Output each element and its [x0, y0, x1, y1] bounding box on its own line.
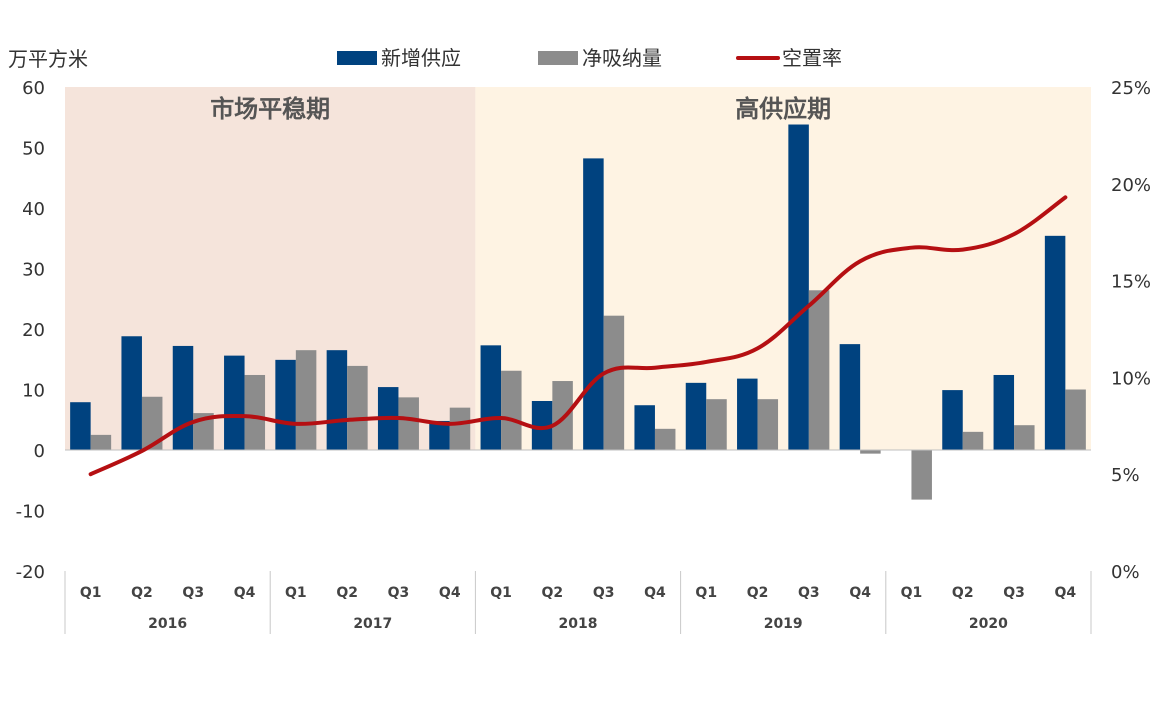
supply-bar	[788, 124, 809, 450]
left-tick-label: 40	[22, 199, 45, 220]
absorption-bar	[911, 450, 932, 500]
absorption-bar	[962, 431, 984, 450]
quarter-label: Q4	[234, 585, 256, 601]
year-label: 2016	[148, 616, 187, 632]
absorption-bar	[552, 381, 573, 450]
absorption-bar	[1014, 425, 1035, 450]
quarter-label: Q3	[388, 585, 410, 601]
region-backgrounds	[65, 87, 1091, 450]
supply-bar	[429, 420, 450, 450]
year-label: 2020	[969, 616, 1008, 632]
quarter-label: Q2	[336, 585, 358, 601]
quarter-label: Q4	[1055, 585, 1077, 601]
region-labels: 市场平稳期 高供应期	[210, 95, 831, 123]
quarter-label: Q2	[747, 585, 769, 601]
region-label-1: 高供应期	[735, 95, 831, 123]
quarter-label: Q3	[1003, 585, 1025, 601]
quarter-label: Q1	[695, 585, 717, 601]
absorption-bar	[860, 450, 881, 454]
supply-bar	[839, 344, 861, 450]
legend-swatch-absorption	[538, 51, 578, 65]
right-tick-label: 15%	[1111, 272, 1151, 293]
supply-bar	[993, 374, 1015, 450]
supply-bar	[121, 336, 142, 450]
absorption-bar	[449, 407, 471, 450]
supply-bar	[224, 355, 245, 450]
supply-bar	[634, 405, 655, 450]
left-tick-label: 60	[22, 78, 45, 99]
quarter-label: Q3	[182, 585, 204, 601]
unit-label: 万平方米	[8, 47, 88, 71]
absorption-bar	[398, 397, 419, 450]
year-label: 2018	[559, 616, 598, 632]
right-tick-label: 25%	[1111, 78, 1151, 99]
left-tick-label: -20	[16, 562, 45, 583]
right-tick-label: 20%	[1111, 175, 1151, 196]
quarter-label: Q2	[131, 585, 153, 601]
quarter-label: Q2	[952, 585, 974, 601]
left-axis-ticks: 60 50 40 30 20 10 0 -10 -20	[16, 78, 45, 583]
legend: 新增供应 净吸纳量 空置率	[337, 46, 842, 70]
absorption-bar	[501, 370, 522, 450]
supply-bar	[172, 345, 194, 450]
supply-bar	[70, 402, 91, 450]
supply-bar	[480, 345, 502, 450]
supply-bar	[583, 158, 604, 450]
quarter-label: Q1	[80, 585, 102, 601]
absorption-bar	[1065, 389, 1086, 450]
absorption-bar	[603, 315, 625, 450]
quarter-label: Q4	[644, 585, 666, 601]
year-label: 2019	[764, 616, 803, 632]
supply-bar	[737, 378, 758, 450]
legend-label-vacancy: 空置率	[782, 46, 842, 70]
supply-bar	[326, 350, 348, 450]
absorption-bar	[757, 399, 779, 450]
absorption-bar	[654, 428, 676, 450]
quarter-label: Q4	[849, 585, 871, 601]
vacancy-rate-line	[88, 195, 1068, 477]
quarter-label: Q1	[490, 585, 512, 601]
region-background-1	[475, 87, 1091, 450]
quarter-label: Q2	[542, 585, 564, 601]
supply-bar	[942, 390, 963, 450]
absorption-bar	[347, 365, 368, 450]
absorption-bar	[808, 290, 830, 450]
left-tick-label: -10	[16, 502, 45, 523]
quarter-label: Q3	[593, 585, 615, 601]
absorption-bar	[706, 399, 727, 450]
quarter-label: Q1	[901, 585, 923, 601]
absorption-bar	[90, 434, 112, 450]
absorption-bar	[244, 374, 266, 450]
absorption-bar	[141, 396, 163, 450]
absorption-bar	[295, 350, 317, 450]
left-tick-label: 20	[22, 320, 45, 341]
category-axis: Q1 Q2 Q3 Q4 Q1 Q2 Q3 Q4 Q1 Q2 Q3 Q4 Q1 Q2 Q3 Q4 Q1 Q2 Q3 Q4…	[64, 571, 1092, 634]
right-tick-label: 10%	[1111, 368, 1151, 389]
left-tick-label: 0	[34, 441, 45, 462]
right-tick-label: 0%	[1111, 562, 1140, 583]
legend-swatch-supply	[337, 51, 377, 65]
right-axis-ticks: 25% 20% 15% 10% 5% 0%	[1111, 78, 1151, 583]
legend-label-supply: 新增供应	[381, 46, 461, 70]
supply-bar	[1044, 235, 1066, 450]
right-tick-label: 5%	[1111, 465, 1140, 486]
supply-bar	[685, 382, 707, 450]
left-tick-label: 30	[22, 260, 45, 281]
quarter-label: Q4	[439, 585, 461, 601]
supply-bar	[531, 400, 553, 450]
left-tick-label: 50	[22, 139, 45, 160]
quarter-label: Q3	[798, 585, 820, 601]
region-label-0: 市场平稳期	[210, 95, 330, 123]
legend-label-absorption: 净吸纳量	[582, 46, 662, 70]
left-tick-label: 10	[22, 381, 45, 402]
supply-bar	[275, 359, 296, 450]
quarter-label: Q1	[285, 585, 307, 601]
year-label: 2017	[353, 616, 392, 632]
